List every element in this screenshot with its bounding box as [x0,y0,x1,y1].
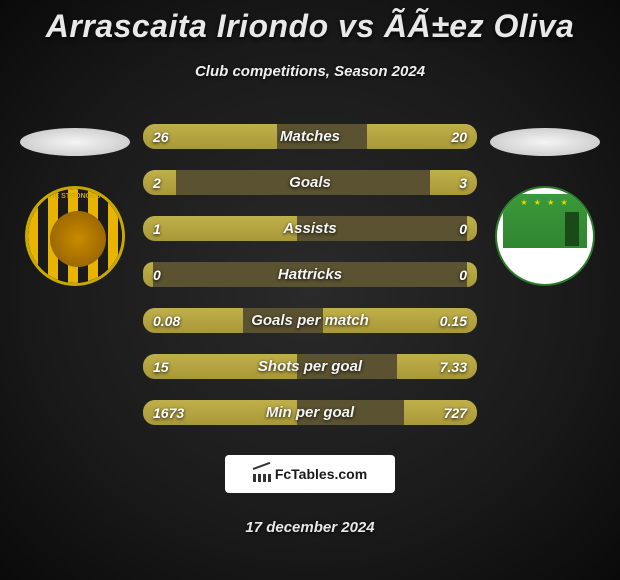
stat-row: Hattricks0 0 [143,262,477,287]
page-title: Arrascaita Iriondo vs ÃÃ±ez Oliva [0,0,620,45]
stat-label: Goals [143,174,477,191]
brand-name: FcTables.com [275,466,367,482]
comparison-panel: THE STRONGEST Matches2620Goals23Assists1… [0,124,620,425]
badge-left-label: THE STRONGEST [28,193,122,200]
footer-date: 17 december 2024 [0,519,620,536]
left-side: THE STRONGEST [15,124,135,286]
stat-label: Hattricks [143,266,477,283]
stat-value-right: 0.15 [440,313,467,329]
stat-value-left: 1673 [153,405,184,421]
stat-row: Matches26 20 [143,124,477,149]
stat-label: Matches [143,128,477,145]
stat-value-left: 1 [153,221,161,237]
stat-value-left: 0.08 [153,313,180,329]
stat-value-left: 15 [153,359,169,375]
stat-label: Assists [143,220,477,237]
stat-row: Assists1 0 [143,216,477,241]
player-ellipse-left [20,128,130,156]
brand-logo[interactable]: FcTables.com [225,455,395,493]
chart-icon [253,466,271,482]
stat-value-left: 2 [153,175,161,191]
stat-value-right: 0 [459,267,467,283]
badge-stars-icon: ★ ★ ★ ★ [497,198,593,207]
stat-value-right: 727 [444,405,467,421]
stat-value-right: 0 [459,221,467,237]
stat-value-left: 0 [153,267,161,283]
stat-row: Min per goal1673 727 [143,400,477,425]
stat-label: Min per goal [143,404,477,421]
stat-value-left: 26 [153,129,169,145]
stat-row: Goals per match0.08 0.15 [143,308,477,333]
team-badge-right: ★ ★ ★ ★ [495,186,595,286]
stats-bars: Matches2620Goals23Assists10Hattricks00Go… [135,124,485,425]
stat-label: Shots per goal [143,358,477,375]
right-side: ★ ★ ★ ★ [485,124,605,286]
stat-value-right: 7.33 [440,359,467,375]
page-subtitle: Club competitions, Season 2024 [0,63,620,80]
stat-row: Shots per goal15 7.33 [143,354,477,379]
stat-value-right: 20 [451,129,467,145]
team-badge-left: THE STRONGEST [25,186,125,286]
stat-label: Goals per match [143,312,477,329]
player-ellipse-right [490,128,600,156]
stat-row: Goals2 3 [143,170,477,195]
stat-value-right: 3 [459,175,467,191]
